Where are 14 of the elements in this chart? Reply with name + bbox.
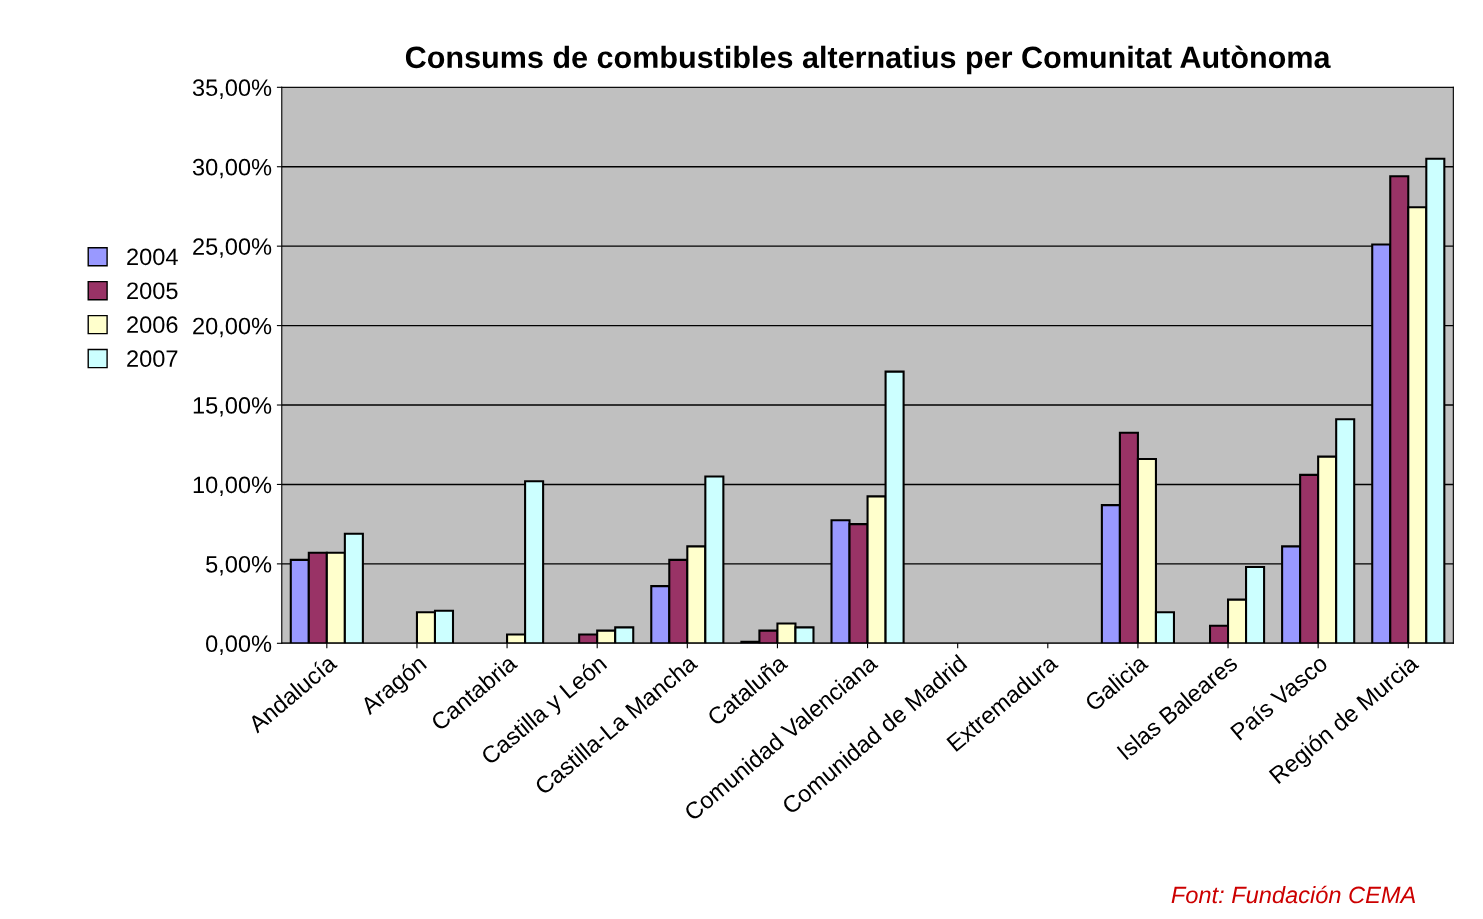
y-tick-label: 10,00% — [193, 476, 272, 497]
y-tick-label: 20,00% — [193, 317, 272, 338]
legend-label: 2005 — [127, 282, 178, 300]
y-tick-label: 5,00% — [206, 555, 272, 576]
text: Font: Fundación CEMA — [1171, 885, 1416, 904]
y-tick-label: 30,00% — [192, 158, 272, 179]
y-tick-label: 25,00% — [193, 238, 272, 258]
legend-label: 2007 — [127, 350, 178, 368]
legend-label: 2006 — [127, 316, 178, 334]
legend-label: 2004 — [127, 248, 178, 266]
y-tick-label: 15,00% — [193, 397, 272, 417]
y-tick-label: 0,00% — [206, 635, 272, 655]
y-tick-label: 35,00% — [192, 79, 272, 99]
chart-title: Consums de combustibles alternatius per Comunitat Autònoma — [405, 45, 1331, 75]
